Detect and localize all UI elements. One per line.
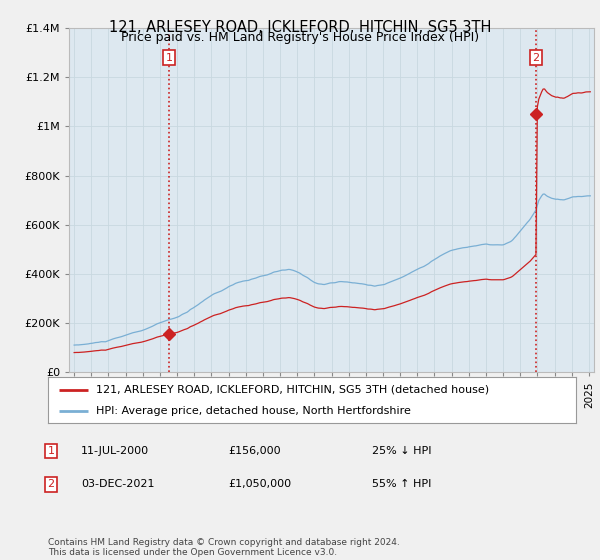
Text: 2: 2 [47,479,55,489]
Text: 121, ARLESEY ROAD, ICKLEFORD, HITCHIN, SG5 3TH (detached house): 121, ARLESEY ROAD, ICKLEFORD, HITCHIN, S… [95,385,488,395]
Text: 121, ARLESEY ROAD, ICKLEFORD, HITCHIN, SG5 3TH: 121, ARLESEY ROAD, ICKLEFORD, HITCHIN, S… [109,20,491,35]
Text: Price paid vs. HM Land Registry's House Price Index (HPI): Price paid vs. HM Land Registry's House … [121,31,479,44]
Text: £156,000: £156,000 [228,446,281,456]
Text: HPI: Average price, detached house, North Hertfordshire: HPI: Average price, detached house, Nort… [95,407,410,416]
Text: 11-JUL-2000: 11-JUL-2000 [81,446,149,456]
Text: £1,050,000: £1,050,000 [228,479,291,489]
Text: Contains HM Land Registry data © Crown copyright and database right 2024.
This d: Contains HM Land Registry data © Crown c… [48,538,400,557]
Text: 55% ↑ HPI: 55% ↑ HPI [372,479,431,489]
Text: 1: 1 [166,53,173,63]
Text: 2: 2 [532,53,539,63]
Text: 25% ↓ HPI: 25% ↓ HPI [372,446,431,456]
Text: 03-DEC-2021: 03-DEC-2021 [81,479,155,489]
Text: 1: 1 [47,446,55,456]
